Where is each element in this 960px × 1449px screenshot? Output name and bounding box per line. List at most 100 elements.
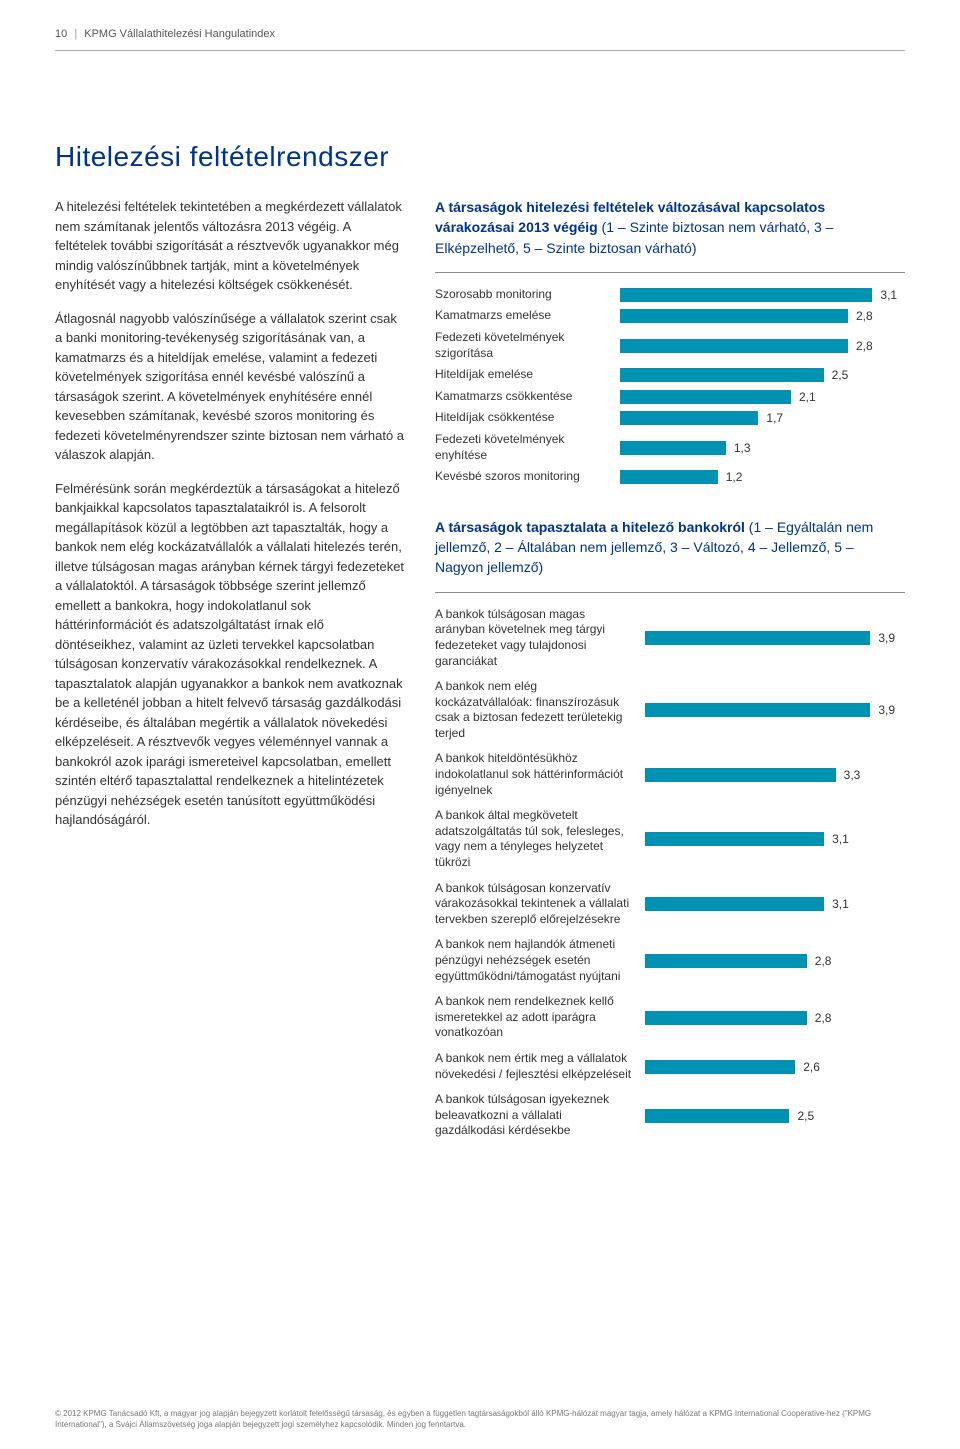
bar-area: 2,8 bbox=[645, 1011, 905, 1025]
bar-value: 2,8 bbox=[807, 1011, 832, 1025]
bar-fill bbox=[620, 441, 726, 455]
bar-area: 2,8 bbox=[620, 339, 905, 353]
bar-area: 2,6 bbox=[645, 1060, 905, 1074]
body-text-column: A hitelezési feltételek tekintetében a m… bbox=[55, 197, 405, 1171]
content-columns: A hitelezési feltételek tekintetében a m… bbox=[55, 197, 905, 1171]
bar-value: 2,6 bbox=[795, 1060, 820, 1074]
bar-label: Hiteldíjak csökkentése bbox=[435, 410, 620, 426]
bar-fill bbox=[620, 470, 718, 484]
copyright-footer: © 2012 KPMG Tanácsadó Kft, a magyar jog … bbox=[55, 1409, 905, 1431]
bar-label: Kevésbé szoros monitoring bbox=[435, 469, 620, 485]
bar-row: A bankok nem hajlandók átmeneti pénzügyi… bbox=[435, 937, 905, 984]
bar-area: 2,5 bbox=[645, 1109, 905, 1123]
bar-row: A bankok nem rendelkeznek kellő ismerete… bbox=[435, 994, 905, 1041]
chart-title-bold: A társaságok tapasztalata a hitelező ban… bbox=[435, 519, 745, 535]
chart-rule bbox=[435, 272, 905, 273]
bar-label: A bankok túlságosan igyekeznek beleavatk… bbox=[435, 1092, 645, 1139]
chart-title: A társaságok tapasztalata a hitelező ban… bbox=[435, 517, 905, 578]
bar-fill bbox=[645, 897, 824, 911]
bar-value: 3,9 bbox=[870, 631, 895, 645]
bar-fill bbox=[620, 309, 848, 323]
bar-area: 3,9 bbox=[645, 631, 905, 645]
bar-row: A bankok által megkövetelt adatszolgálta… bbox=[435, 808, 905, 870]
bar-label: A bankok túlságosan magas arányban követ… bbox=[435, 607, 645, 669]
paragraph: Átlagosnál nagyobb valószínűsége a válla… bbox=[55, 309, 405, 465]
bar-row: A bankok túlságosan magas arányban követ… bbox=[435, 607, 905, 669]
bar-area: 2,8 bbox=[645, 954, 905, 968]
bar-row: Hiteldíjak csökkentése 1,7 bbox=[435, 410, 905, 426]
bar-row: Kevésbé szoros monitoring1,2 bbox=[435, 469, 905, 485]
bar-fill bbox=[645, 631, 870, 645]
bar-area: 1,7 bbox=[620, 411, 905, 425]
bar-fill bbox=[645, 832, 824, 846]
bar-fill bbox=[645, 1060, 795, 1074]
bar-area: 2,5 bbox=[620, 368, 905, 382]
bar-fill bbox=[620, 288, 872, 302]
bar-row: Szorosabb monitoring 3,1 bbox=[435, 287, 905, 303]
bar-label: Fedezeti követelmények enyhítése bbox=[435, 432, 620, 463]
bar-row: A bankok túlságosan igyekeznek beleavatk… bbox=[435, 1092, 905, 1139]
bar-value: 1,3 bbox=[726, 441, 751, 455]
bar-label: A bankok nem elég kockázatvállalóak: fin… bbox=[435, 679, 645, 741]
bar-fill bbox=[645, 954, 807, 968]
bar-area: 1,3 bbox=[620, 441, 905, 455]
bar-label: Kamatmarzs csökkentése bbox=[435, 389, 620, 405]
bar-label: A bankok nem hajlandók átmeneti pénzügyi… bbox=[435, 937, 645, 984]
bar-value: 2,5 bbox=[824, 368, 849, 382]
bar-label: Szorosabb monitoring bbox=[435, 287, 620, 303]
bar-label: Hiteldíjak emelése bbox=[435, 367, 620, 383]
bar-value: 1,7 bbox=[758, 411, 783, 425]
bar-fill bbox=[620, 411, 758, 425]
bar-area: 3,1 bbox=[645, 897, 905, 911]
bar-area: 3,3 bbox=[645, 768, 905, 782]
bar-value: 3,3 bbox=[836, 768, 861, 782]
chart-bars: A bankok túlságosan magas arányban követ… bbox=[435, 607, 905, 1139]
chart-bars: Szorosabb monitoring 3,1 Kamatmarzs emelés… bbox=[435, 287, 905, 485]
bar-area: 1,2 bbox=[620, 470, 905, 484]
bar-area: 3,1 bbox=[620, 288, 905, 302]
bar-row: Fedezeti követelmények szigorítása 2,8 bbox=[435, 330, 905, 361]
bar-label: A bankok nem rendelkeznek kellő ismerete… bbox=[435, 994, 645, 1041]
bar-value: 2,8 bbox=[848, 339, 873, 353]
bar-fill bbox=[620, 339, 848, 353]
chart-rule bbox=[435, 592, 905, 593]
bar-area: 2,8 bbox=[620, 309, 905, 323]
chart-experience: A társaságok tapasztalata a hitelező ban… bbox=[435, 517, 905, 1139]
bar-row: Kamatmarzs emelése2,8 bbox=[435, 308, 905, 324]
bar-value: 3,1 bbox=[824, 832, 849, 846]
bar-fill bbox=[645, 1109, 789, 1123]
bar-fill bbox=[620, 390, 791, 404]
bar-label: A bankok túlságosan konzervatív várakozá… bbox=[435, 881, 645, 928]
bar-row: A bankok túlságosan konzervatív várakozá… bbox=[435, 881, 905, 928]
bar-area: 3,1 bbox=[645, 832, 905, 846]
bar-row: A bankok nem elég kockázatvállalóak: fin… bbox=[435, 679, 905, 741]
bar-value: 2,5 bbox=[789, 1109, 814, 1123]
bar-label: Fedezeti követelmények szigorítása bbox=[435, 330, 620, 361]
bar-value: 2,1 bbox=[791, 390, 816, 404]
section-title: Hitelezési feltételrendszer bbox=[55, 141, 905, 173]
bar-value: 2,8 bbox=[807, 954, 832, 968]
bar-label: A bankok által megkövetelt adatszolgálta… bbox=[435, 808, 645, 870]
paragraph: Felmérésünk során megkérdeztük a társasá… bbox=[55, 479, 405, 830]
bar-value: 2,8 bbox=[848, 309, 873, 323]
paragraph: A hitelezési feltételek tekintetében a m… bbox=[55, 197, 405, 295]
bar-value: 3,1 bbox=[872, 288, 897, 302]
bar-fill bbox=[620, 368, 824, 382]
chart-title: A társaságok hitelezési feltételek válto… bbox=[435, 197, 905, 258]
bar-fill bbox=[645, 703, 870, 717]
bar-area: 3,9 bbox=[645, 703, 905, 717]
chart-expectations: A társaságok hitelezési feltételek válto… bbox=[435, 197, 905, 485]
page-header: 10 | KPMG Vállalathitelezési Hangulatind… bbox=[55, 28, 905, 51]
bar-label: A bankok nem értik meg a vállalatok növe… bbox=[435, 1051, 645, 1082]
bar-label: A bankok hiteldöntésükhöz indokolatlanul… bbox=[435, 751, 645, 798]
bar-row: A bankok hiteldöntésükhöz indokolatlanul… bbox=[435, 751, 905, 798]
page-number: 10 bbox=[55, 28, 67, 40]
header-divider: | bbox=[70, 28, 81, 40]
bar-row: Fedezeti követelmények enyhítése 1,3 bbox=[435, 432, 905, 463]
bar-row: A bankok nem értik meg a vállalatok növe… bbox=[435, 1051, 905, 1082]
bar-fill bbox=[645, 768, 836, 782]
page: 10 | KPMG Vállalathitelezési Hangulatind… bbox=[0, 0, 960, 1449]
charts-column: A társaságok hitelezési feltételek válto… bbox=[435, 197, 905, 1171]
bar-fill bbox=[645, 1011, 807, 1025]
publication-title: KPMG Vállalathitelezési Hangulatindex bbox=[84, 28, 275, 40]
